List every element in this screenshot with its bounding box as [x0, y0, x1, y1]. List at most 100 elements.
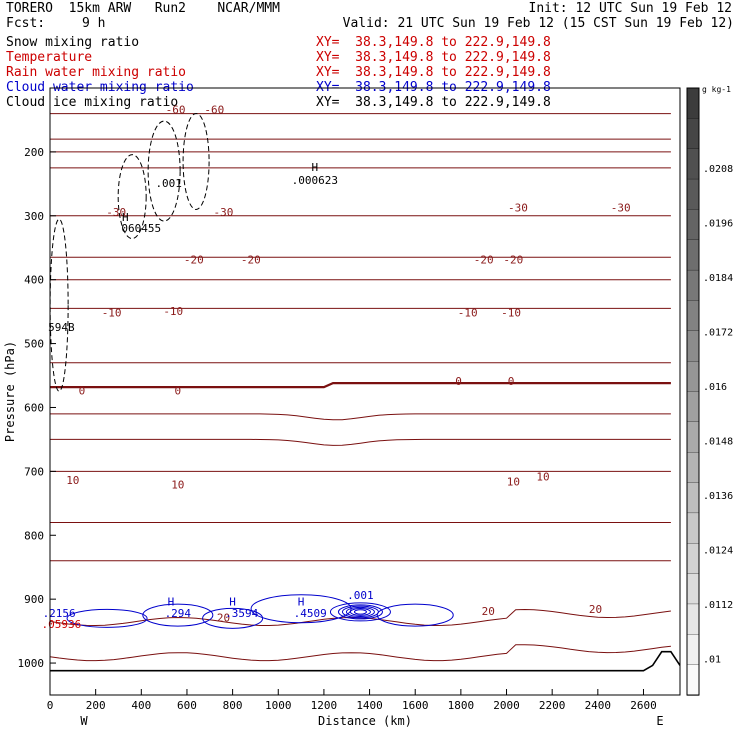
contour-label: 10 [536, 470, 549, 483]
contour-label: -20 [503, 254, 523, 267]
colorbar-tick-label: .0112 [703, 600, 733, 611]
colorbar-tick-label: .0148 [703, 437, 733, 448]
contour-label: -20 [474, 254, 494, 267]
cloud-water-contour [142, 603, 214, 627]
contour-label: -30 [508, 201, 528, 214]
colorbar-swatch [686, 148, 700, 180]
colorbar-tick-label: .01 [703, 655, 721, 666]
contour-label: 0 [175, 385, 182, 398]
contour-label: -10 [501, 307, 521, 320]
contour-label: 0 [79, 385, 86, 398]
y-tick-label: 300 [24, 210, 44, 223]
isotherm-line [50, 413, 671, 421]
contour-label: .3594 [225, 607, 258, 620]
x-tick-label: 2000 [493, 699, 520, 712]
x-tick-label: 2200 [539, 699, 566, 712]
y-tick-label: 200 [24, 146, 44, 159]
field-xy-range: XY= 38.3,149.8 to 222.9,149.8 [316, 50, 551, 65]
field-name: Snow mixing ratio [6, 35, 140, 50]
cloud-water-contour [337, 604, 383, 620]
isotherm-line [50, 438, 671, 446]
cloud-water-contour [341, 605, 379, 619]
field-xy-range: XY= 38.3,149.8 to 222.9,149.8 [316, 35, 551, 50]
field-xy-range: XY= 38.3,149.8 to 222.9,149.8 [316, 65, 551, 80]
contour-label: H [122, 211, 129, 224]
model-title: TORERO 15km ARW Run2 NCAR/MMM [6, 1, 280, 16]
contour-label: -20 [241, 254, 261, 267]
contour-label: 20 [589, 603, 602, 616]
forecast-label: Fcst: [6, 16, 46, 31]
cloud-water-contour [66, 608, 148, 628]
colorbar-swatch [686, 87, 700, 120]
contour-label: H [168, 596, 175, 609]
east-label: E [656, 714, 663, 728]
west-label: W [80, 714, 88, 728]
cloud-water-contour [329, 602, 391, 622]
field-name: Cloud ice mixing ratio [6, 95, 179, 110]
x-tick-label: 0 [47, 699, 54, 712]
contour-label: 0 [508, 375, 515, 388]
colorbar-tick-label: .0196 [703, 219, 733, 230]
colorbar-tick-label: .0208 [703, 164, 733, 175]
colorbar-swatch [686, 360, 700, 393]
colorbar-swatch [686, 573, 700, 605]
contour-label: -30 [214, 206, 234, 219]
colorbar-tick-label: .0184 [703, 273, 733, 284]
x-tick-label: 1200 [311, 699, 338, 712]
contour-label: -10 [102, 307, 122, 320]
cloud-ice-contour [182, 112, 210, 210]
contour-label: .001 [347, 589, 374, 602]
y-axis-label: Pressure (hPa) [3, 341, 17, 442]
colorbar-frame [686, 87, 700, 696]
cloud-water-contour [202, 607, 264, 629]
terrain-line [50, 650, 681, 672]
cloud-water-contour [376, 603, 454, 627]
colorbar-unit: g kg-1 [702, 85, 731, 94]
field-name: Temperature [6, 50, 93, 65]
contour-label: 10 [507, 475, 520, 488]
colorbar-swatch [686, 178, 700, 211]
contour-label: .05936 [42, 618, 82, 631]
contour-label: -60 [204, 104, 224, 117]
contour-label: H [311, 161, 318, 174]
y-tick-label: 800 [24, 529, 44, 542]
contour-label: .4509 [294, 607, 327, 620]
contour-label: .2156 [43, 607, 76, 620]
colorbar-tick-label: .0172 [703, 328, 733, 339]
init-time: Init: 12 UTC Sun 19 Feb 12 [528, 1, 733, 16]
colorbar-swatch [686, 330, 700, 362]
contour-label: 20 [217, 612, 230, 625]
y-tick-label: 600 [24, 401, 44, 414]
contour-label: -10 [458, 307, 478, 320]
cloud-water-contour [345, 606, 375, 618]
x-tick-label: 1000 [265, 699, 292, 712]
colorbar-tick-label: .016 [703, 382, 727, 393]
x-tick-label: 2600 [630, 699, 657, 712]
x-tick-label: 1800 [448, 699, 475, 712]
x-tick-label: 200 [86, 699, 106, 712]
y-tick-label: 1000 [18, 657, 45, 670]
x-tick-label: 800 [223, 699, 243, 712]
forecast-hours: 9 h [82, 16, 106, 31]
colorbar-swatch [686, 603, 700, 635]
contour-label: 0 [455, 375, 462, 388]
contour-label: -60 [166, 104, 186, 117]
x-tick-label: 1600 [402, 699, 429, 712]
colorbar-swatch [686, 391, 700, 423]
contour-label: 10 [171, 479, 184, 492]
y-tick-label: 900 [24, 593, 44, 606]
colorbar-swatch [686, 452, 700, 484]
cloud-ice-contour [49, 218, 69, 392]
contour-label: -20 [184, 254, 204, 267]
colorbar-tick-label: .0136 [703, 491, 733, 502]
colorbar-swatch [686, 118, 700, 150]
field-name: Rain water mixing ratio [6, 65, 187, 80]
colorbar-tick-label: .0124 [703, 546, 733, 557]
contour-label: H [229, 596, 236, 609]
x-tick-label: 400 [131, 699, 151, 712]
plot-frame [49, 87, 681, 696]
x-tick-label: 2400 [585, 699, 612, 712]
cloud-water-contour [349, 608, 371, 616]
contour-label: -10 [163, 305, 183, 318]
